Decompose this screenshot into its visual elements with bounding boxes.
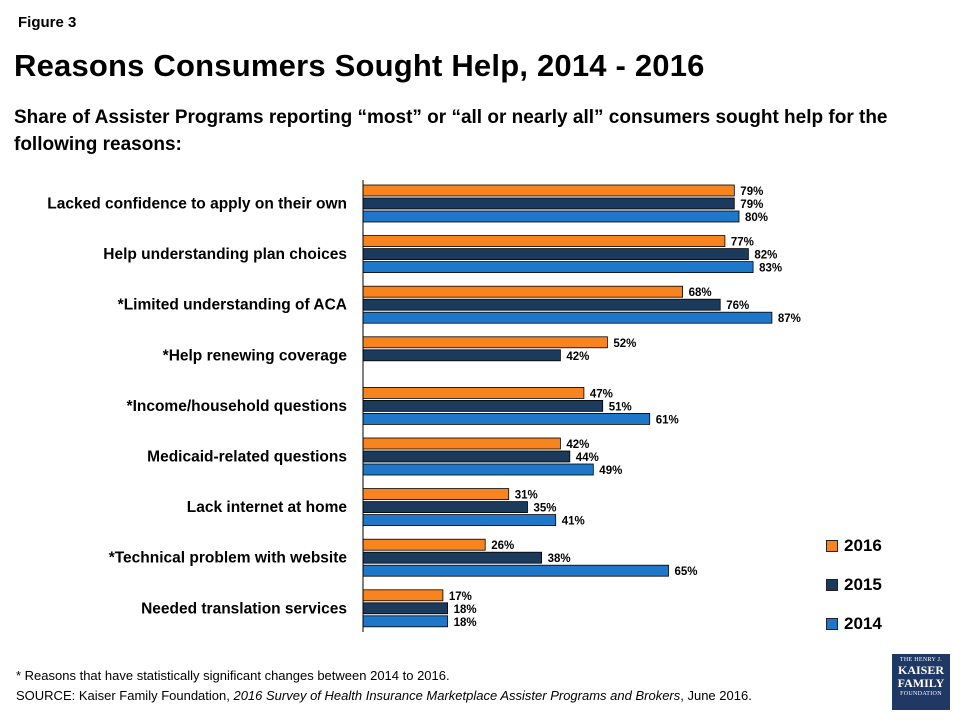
figure-label: Figure 3 [18,14,77,31]
bar-2015-cat-5 [362,450,571,463]
bar-2016-cat-7 [362,538,486,551]
data-label-2014-cat-8: 18% [454,617,477,629]
data-label-2015-cat-6: 35% [534,503,557,515]
bar-2014-cat-8 [362,615,448,628]
data-label-2014-cat-5: 49% [599,465,622,477]
bar-2016-cat-1 [362,235,726,248]
legend-swatch-2014 [826,618,838,630]
data-label-2014-cat-4: 61% [656,414,679,426]
bar-2014-cat-6 [362,514,557,526]
bar-2016-cat-2 [362,285,684,298]
bar-2016-cat-3 [362,336,608,349]
legend-swatch-2015 [826,579,838,591]
legend-label-2016: 2016 [844,536,882,555]
legend-swatch-2016 [826,540,838,552]
data-label-2014-cat-6: 41% [562,516,585,528]
data-label-2016-cat-5: 42% [566,439,589,451]
data-label-2015-cat-1: 82% [754,250,777,262]
data-label-2016-cat-1: 77% [731,237,754,249]
source-suffix: , June 2016. [680,688,752,703]
legend-label-2014: 2014 [844,614,882,633]
data-label-2014-cat-0: 80% [745,212,768,224]
bar-2015-cat-7 [362,551,543,564]
category-label-cat-2: *Limited understanding of ACA [118,297,347,314]
category-label-cat-4: *Income/household questions [127,398,347,415]
data-label-2015-cat-4: 51% [609,401,632,413]
bar-2015-cat-0 [362,197,735,210]
bar-2015-cat-3 [362,349,561,362]
legend-item-2015: 2015 [826,575,882,595]
logo-line-2: FAMILY [897,676,945,690]
source-title: 2016 Survey of Health Insurance Marketpl… [233,688,681,703]
bar-2016-cat-5 [362,437,561,450]
data-label-2016-cat-3: 52% [613,338,636,350]
bar-2015-cat-1 [362,248,749,261]
data-label-2016-cat-0: 79% [740,186,763,198]
data-label-2016-cat-2: 68% [689,287,712,299]
bar-2016-cat-4 [362,386,585,399]
category-label-cat-1: Help understanding plan choices [103,246,347,263]
data-label-2016-cat-8: 17% [449,591,472,603]
data-label-2014-cat-1: 83% [759,263,782,275]
data-label-2015-cat-7: 38% [548,553,571,565]
data-label-2014-cat-7: 65% [675,566,698,578]
data-label-2015-cat-8: 18% [454,604,477,616]
footnote: * Reasons that have statistically signif… [16,668,450,683]
kff-logo: THE HENRY J. KAISER FAMILY FOUNDATION [892,654,950,710]
data-label-2015-cat-5: 44% [576,452,599,464]
logo-line-1: KAISER [897,663,944,677]
bar-2015-cat-4 [362,399,604,412]
bar-2016-cat-6 [362,488,510,501]
data-label-2014-cat-2: 87% [778,313,801,325]
logo-top-text: THE HENRY J. [899,657,943,663]
category-label-cat-5: Medicaid-related questions [147,449,347,466]
legend-item-2014: 2014 [826,614,882,634]
category-label-cat-3: *Help renewing coverage [163,347,348,364]
bar-2014-cat-1 [362,261,754,274]
data-label-2016-cat-7: 26% [491,540,514,552]
data-label-2016-cat-6: 31% [515,490,538,502]
bar-2015-cat-8 [362,602,448,615]
data-label-2015-cat-0: 79% [740,199,763,211]
source-note: SOURCE: Kaiser Family Foundation, 2016 S… [16,688,752,703]
data-label-2016-cat-4: 47% [590,388,613,400]
bar-2014-cat-4 [362,412,651,425]
category-label-cat-0: Lacked confidence to apply on their own [47,196,347,213]
data-label-2015-cat-3: 42% [566,351,589,363]
chart-subtitle: Share of Assister Programs reporting “mo… [14,107,888,155]
bar-2015-cat-2 [362,298,721,311]
bar-2014-cat-0 [362,210,740,223]
bar-2016-cat-0 [362,184,735,197]
source-prefix: SOURCE: Kaiser Family Foundation, [16,688,234,703]
category-label-cat-8: Needed translation services [141,600,347,617]
data-label-2015-cat-2: 76% [726,300,749,312]
bar-2015-cat-6 [362,501,528,514]
legend-label-2015: 2015 [844,575,882,594]
page-title: Reasons Consumers Sought Help, 2014 - 20… [14,48,705,83]
bar-2014-cat-2 [362,311,773,324]
category-label-cat-7: *Technical problem with website [109,550,348,567]
bar-2014-cat-7 [362,564,669,577]
category-label-cat-6: Lack internet at home [187,499,348,516]
bar-2016-cat-8 [362,589,444,602]
logo-bottom-text: FOUNDATION [900,691,942,697]
legend-item-2016: 2016 [826,536,882,556]
bar-2014-cat-5 [362,463,594,476]
